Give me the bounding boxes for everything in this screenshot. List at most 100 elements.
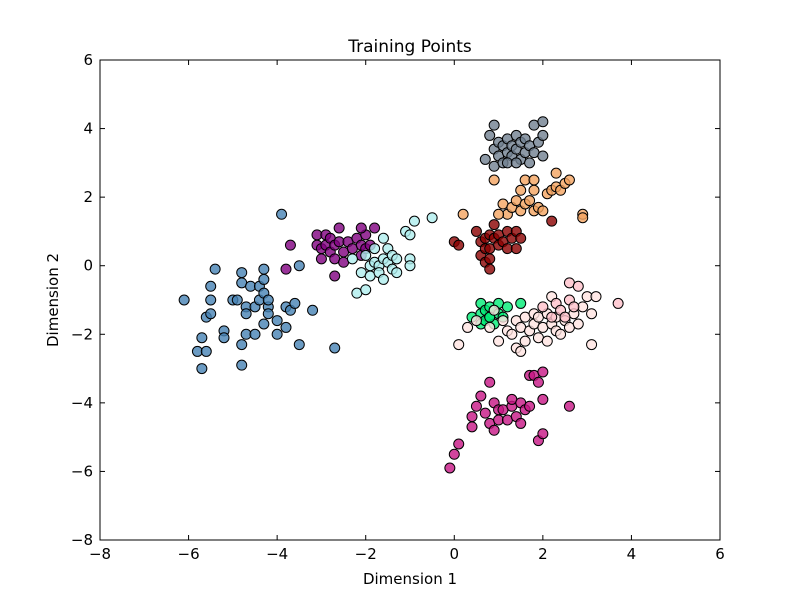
data-point: [524, 195, 536, 207]
data-point: [515, 232, 527, 244]
data-point: [249, 328, 261, 340]
y-tick-label: 4: [83, 120, 93, 138]
data-point: [276, 208, 288, 220]
data-point: [546, 215, 558, 227]
data-point: [532, 376, 544, 388]
data-point: [488, 119, 500, 131]
data-point: [293, 339, 305, 351]
data-point: [537, 150, 549, 162]
data-point: [236, 267, 248, 279]
data-point: [307, 304, 319, 316]
data-point: [448, 448, 460, 460]
data-point: [484, 321, 496, 333]
data-point: [590, 291, 602, 303]
data-point: [488, 304, 500, 316]
data-point: [404, 229, 416, 241]
data-point: [479, 407, 491, 419]
data-point: [258, 318, 270, 330]
data-point: [586, 339, 598, 351]
data-point: [537, 116, 549, 128]
data-point: [444, 462, 456, 474]
data-point: [315, 253, 327, 265]
data-point: [506, 328, 518, 340]
data-point: [528, 184, 540, 196]
data-point: [488, 174, 500, 186]
data-point: [289, 297, 301, 309]
data-point: [493, 208, 505, 220]
data-point: [470, 400, 482, 412]
data-point: [515, 184, 527, 196]
data-point: [258, 273, 270, 285]
data-point: [377, 273, 389, 285]
data-point: [218, 332, 230, 344]
data-point: [391, 253, 403, 265]
x-tick-label: 0: [450, 545, 460, 563]
data-point: [200, 345, 212, 357]
y-tick-label: −6: [71, 462, 93, 480]
data-point: [497, 315, 509, 327]
data-point: [205, 280, 217, 292]
data-point: [537, 301, 549, 313]
x-tick-label: −6: [178, 545, 200, 563]
data-point: [453, 438, 465, 450]
data-point: [515, 345, 527, 357]
data-point: [360, 284, 372, 296]
data-point: [369, 222, 381, 234]
data-point: [240, 308, 252, 320]
data-point: [493, 335, 505, 347]
data-point: [484, 253, 496, 265]
data-point: [563, 174, 575, 186]
data-point: [572, 318, 584, 330]
data-point: [280, 263, 292, 275]
data-point: [426, 212, 438, 224]
data-point: [479, 153, 491, 165]
data-point: [346, 253, 358, 265]
data-point: [515, 417, 527, 429]
data-point: [524, 400, 536, 412]
data-point: [568, 301, 580, 313]
y-tick-label: −4: [71, 394, 93, 412]
y-tick-label: 2: [83, 188, 93, 206]
data-point: [262, 308, 274, 320]
x-tick-label: −2: [355, 545, 377, 563]
chart-title: Training Points: [347, 37, 472, 57]
y-tick-label: 0: [83, 257, 93, 275]
data-point: [408, 215, 420, 227]
data-point: [484, 263, 496, 275]
data-point: [488, 424, 500, 436]
data-point: [205, 308, 217, 320]
data-point: [271, 328, 283, 340]
x-tick-label: −8: [89, 545, 111, 563]
data-point: [510, 157, 522, 169]
data-point: [501, 301, 513, 313]
data-point: [262, 294, 274, 306]
x-tick-label: 2: [538, 545, 548, 563]
data-point: [462, 321, 474, 333]
data-point: [329, 342, 341, 354]
x-axis-ticks: −8 −6 −4 −2 0 2 4 6: [89, 60, 725, 563]
x-tick-label: 4: [627, 545, 637, 563]
data-point: [453, 339, 465, 351]
data-point: [280, 321, 292, 333]
x-axis-label: Dimension 1: [363, 570, 457, 588]
data-point: [488, 219, 500, 231]
data-point: [236, 359, 248, 371]
data-point: [271, 315, 283, 327]
data-point: [555, 328, 567, 340]
y-tick-label: 6: [83, 51, 93, 69]
data-point: [360, 249, 372, 261]
data-point: [537, 366, 549, 378]
data-point: [612, 297, 624, 309]
data-point: [453, 239, 465, 251]
data-point: [475, 390, 487, 402]
data-point: [466, 421, 478, 433]
data-point: [404, 260, 416, 272]
data-point: [196, 332, 208, 344]
data-point: [293, 260, 305, 272]
data-point: [563, 400, 575, 412]
data-point: [377, 232, 389, 244]
y-axis-ticks: −8 −6 −4 −2 0 2 4 6: [71, 51, 720, 549]
y-tick-label: −8: [71, 531, 93, 549]
data-point: [284, 239, 296, 251]
